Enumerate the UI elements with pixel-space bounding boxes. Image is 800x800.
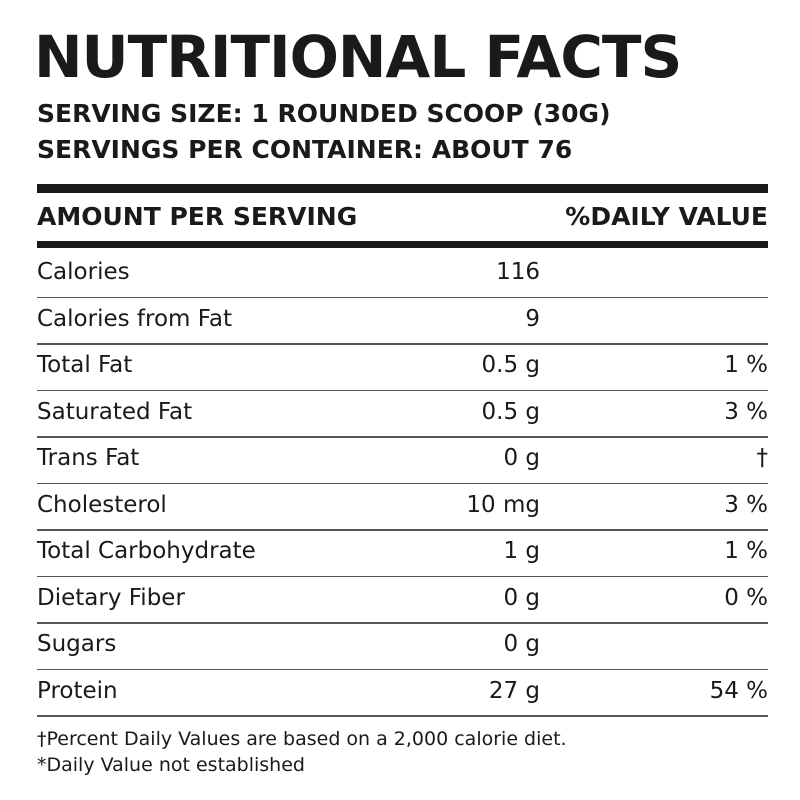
nutrient-name: Dietary Fiber	[37, 584, 185, 611]
nutrient-name: Trans Fat	[37, 445, 140, 472]
row-rule	[37, 482, 768, 484]
daily-value: †	[756, 445, 769, 472]
nutrient-name: Calories	[37, 259, 130, 286]
servings-per-container: SERVINGS PER CONTAINER: ABOUT 76	[37, 135, 573, 164]
amount: 0 g	[503, 445, 540, 472]
nutrient-name: Saturated Fat	[37, 398, 193, 425]
daily-value: 1 %	[724, 538, 768, 565]
amount: 1 g	[503, 538, 540, 565]
amount: 0.5 g	[481, 398, 541, 425]
nutrient-name: Calories from Fat	[37, 305, 232, 332]
row-rule	[37, 389, 768, 391]
footnote: *Daily Value not established	[37, 754, 305, 776]
nutrient-name: Cholesterol	[37, 491, 167, 518]
amount: 116	[496, 259, 540, 286]
nutrient-name: Total Fat	[37, 352, 133, 379]
title: NUTRITIONAL FACTS	[34, 23, 682, 91]
row-rule	[37, 575, 768, 577]
nutrient-name: Protein	[37, 677, 118, 704]
daily-value: 1 %	[724, 352, 768, 379]
thick-rule	[37, 241, 768, 248]
serving-size: SERVING SIZE: 1 ROUNDED SCOOP (30G)	[37, 99, 611, 128]
column-header: %DAILY VALUE	[565, 202, 768, 231]
row-rule	[37, 529, 768, 531]
row-rule	[37, 622, 768, 624]
footnote: †Percent Daily Values are based on a 2,0…	[37, 728, 567, 750]
daily-value: 0 %	[724, 584, 768, 611]
daily-value: 54 %	[709, 677, 768, 704]
amount: 10 mg	[466, 491, 540, 518]
thick-rule	[37, 184, 768, 193]
row-rule	[37, 436, 768, 438]
column-header: AMOUNT PER SERVING	[37, 202, 358, 231]
row-rule	[37, 343, 768, 345]
daily-value: 3 %	[724, 491, 768, 518]
row-rule	[37, 715, 768, 717]
nutrient-name: Sugars	[37, 631, 117, 658]
amount: 0 g	[503, 584, 540, 611]
amount: 27 g	[488, 677, 540, 704]
amount: 0.5 g	[481, 352, 541, 379]
row-rule	[37, 668, 768, 670]
amount: 9	[525, 305, 540, 332]
daily-value: 3 %	[724, 398, 768, 425]
nutrient-name: Total Carbohydrate	[37, 538, 256, 565]
amount: 0 g	[503, 631, 540, 658]
row-rule	[37, 296, 768, 298]
